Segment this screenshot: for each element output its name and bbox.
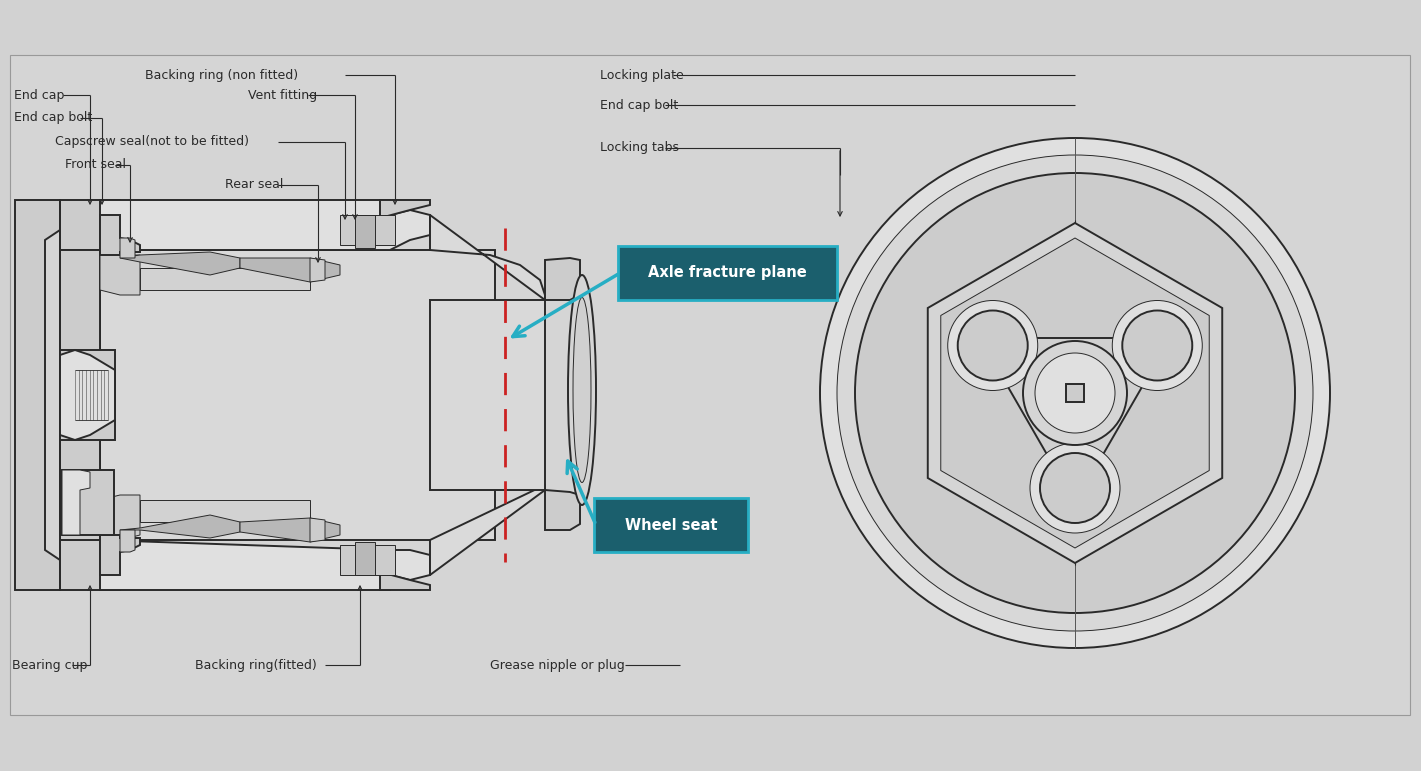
Text: Axle fracture plane: Axle fracture plane [648,265,807,281]
Polygon shape [16,200,60,590]
Circle shape [1030,443,1120,533]
Bar [60,350,115,440]
FancyBboxPatch shape [594,498,747,552]
Bar [99,250,495,540]
Text: End cap bolt: End cap bolt [14,112,92,124]
Polygon shape [379,572,431,590]
Polygon shape [60,200,119,250]
Text: End cap: End cap [14,89,64,102]
Polygon shape [310,258,325,282]
Text: End cap bolt: End cap bolt [600,99,678,112]
Polygon shape [941,238,1209,548]
Polygon shape [60,350,115,440]
Text: Locking plate: Locking plate [600,69,684,82]
Circle shape [958,311,1027,381]
Polygon shape [546,490,580,530]
Bar [141,268,310,290]
Polygon shape [240,518,340,542]
Text: Backing ring(fitted): Backing ring(fitted) [195,658,317,672]
Ellipse shape [568,275,595,505]
Text: Wheel seat: Wheel seat [625,517,718,533]
Polygon shape [99,540,431,590]
Circle shape [1034,353,1115,433]
Text: Rear seal: Rear seal [225,179,283,191]
Text: Vent fitting: Vent fitting [249,89,317,102]
Polygon shape [355,215,375,248]
Polygon shape [355,542,375,575]
Bar [10,55,1410,715]
Polygon shape [99,215,141,255]
Polygon shape [240,258,340,282]
Circle shape [1123,311,1192,381]
Bar [1066,384,1084,402]
Polygon shape [99,495,141,540]
Polygon shape [431,215,546,300]
Text: Front seal: Front seal [65,159,126,171]
Polygon shape [99,535,141,575]
Text: Bearing cup: Bearing cup [11,658,87,672]
Polygon shape [119,238,135,258]
Ellipse shape [573,298,591,483]
Polygon shape [979,338,1171,503]
Bar [340,215,395,245]
Polygon shape [379,200,431,218]
Circle shape [855,173,1295,613]
Polygon shape [546,258,580,300]
Polygon shape [119,530,135,552]
Circle shape [1040,453,1110,523]
Bar [340,545,395,575]
Text: Backing ring (non fitted): Backing ring (non fitted) [145,69,298,82]
Polygon shape [119,252,240,275]
Text: Capscrew seal(not to be fitted): Capscrew seal(not to be fitted) [55,136,249,149]
Bar [63,470,114,535]
Bar [431,300,546,490]
Polygon shape [928,223,1222,563]
Polygon shape [63,470,90,535]
Polygon shape [99,200,431,250]
Circle shape [948,301,1037,390]
Text: Grease nipple or plug: Grease nipple or plug [490,658,625,672]
Polygon shape [60,540,119,590]
Polygon shape [310,518,325,542]
Bar [141,500,310,522]
Polygon shape [119,515,240,538]
Circle shape [837,155,1313,631]
Circle shape [820,138,1330,648]
Polygon shape [99,250,141,295]
FancyBboxPatch shape [618,246,837,300]
Circle shape [1113,301,1202,390]
Bar [60,250,99,540]
Circle shape [1023,341,1127,445]
Polygon shape [431,485,546,575]
Text: Locking tabs: Locking tabs [600,142,679,154]
